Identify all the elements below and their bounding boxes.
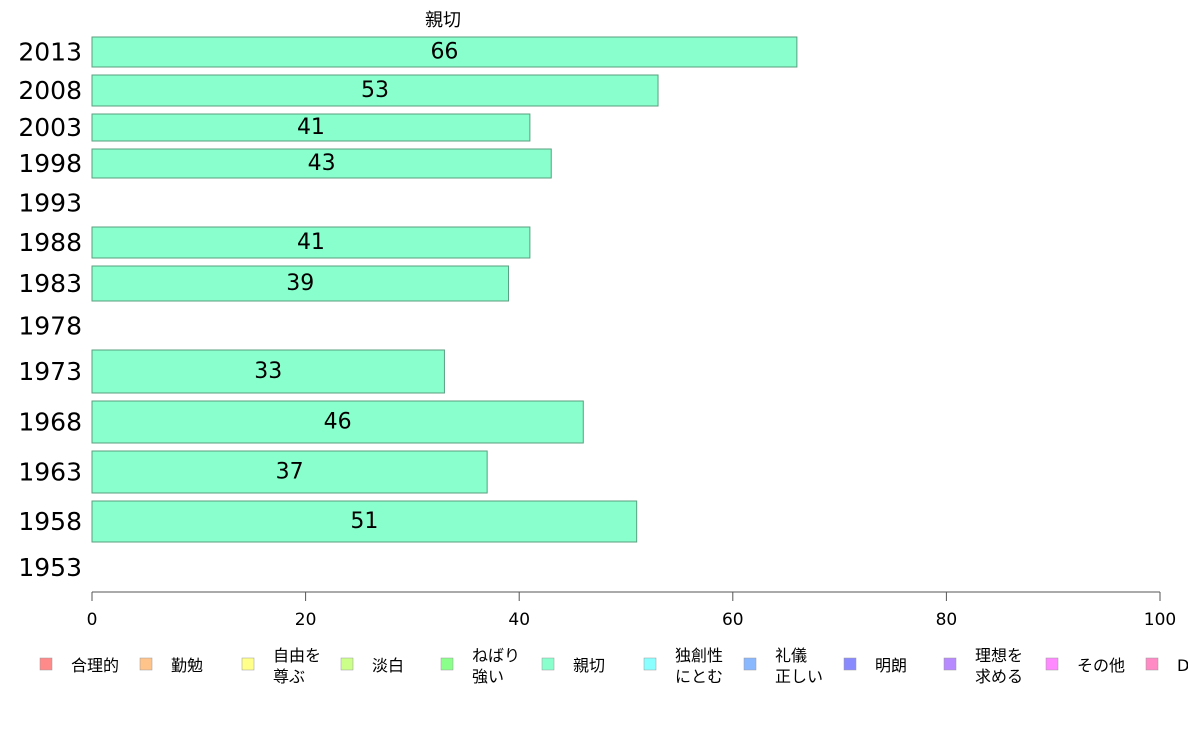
legend-label: 自由を — [273, 646, 321, 665]
category-label: 1998 — [18, 149, 82, 178]
category-labels: 2013 2008 2003 1998 1993 1988 1983 1978 1973 1968… — [18, 38, 82, 583]
category-label: 1953 — [18, 553, 82, 582]
legend-label: 強い — [472, 667, 504, 686]
data-labels: 66 53 41 43 41 39 33 46 37 51 — [254, 40, 458, 535]
x-tick-label: 0 — [87, 610, 98, 630]
legend-label: 明朗 — [875, 656, 907, 675]
legend-swatch — [843, 657, 857, 671]
legend-label: 勤勉 — [171, 656, 203, 675]
data-label: 39 — [286, 271, 314, 296]
category-label: 1958 — [18, 507, 82, 536]
data-label: 46 — [324, 410, 352, 435]
bar — [91, 113, 531, 142]
data-label: 41 — [297, 115, 325, 140]
x-tick-label: 20 — [295, 610, 317, 630]
legend-label: 礼儀 — [775, 646, 807, 665]
legend-swatch — [440, 657, 454, 671]
bar — [91, 226, 531, 259]
legend-swatch — [541, 657, 555, 671]
bar — [91, 450, 488, 494]
data-label: 33 — [254, 359, 282, 384]
legend-swatch — [643, 657, 657, 671]
data-label: 41 — [297, 230, 325, 255]
data-label: 43 — [308, 151, 336, 176]
legend-swatch — [943, 657, 957, 671]
legend-label: 正しい — [775, 667, 823, 686]
legend-label: 理想を — [975, 646, 1023, 665]
chart-title: 親切 — [425, 10, 461, 31]
category-label: 2008 — [18, 76, 82, 105]
category-label: 1963 — [18, 458, 82, 487]
legend-swatch — [743, 657, 757, 671]
legend-label: 尊ぶ — [273, 667, 305, 686]
data-label: 66 — [430, 40, 458, 65]
category-label: 2013 — [18, 38, 82, 67]
legend-label: 淡白 — [372, 656, 404, 675]
legend-swatch — [340, 657, 354, 671]
x-tick-label: 100 — [1144, 610, 1176, 630]
bar — [91, 148, 552, 179]
legend-swatch — [1145, 657, 1159, 671]
x-tick-label: 80 — [936, 610, 958, 630]
bar — [91, 265, 510, 302]
legend-swatch — [39, 657, 53, 671]
legend-label: ねばり — [472, 646, 520, 665]
category-label: 1983 — [18, 269, 82, 298]
legend-label: D — [1177, 656, 1188, 675]
bar — [91, 36, 798, 68]
category-label: 1973 — [18, 357, 82, 386]
category-label: 1993 — [18, 189, 82, 218]
legend-label: その他 — [1077, 656, 1125, 675]
legend-swatch — [1045, 657, 1059, 671]
bar — [91, 349, 445, 394]
data-label: 51 — [350, 509, 378, 534]
category-label: 2003 — [18, 113, 82, 142]
x-tick-label: 60 — [722, 610, 744, 630]
category-label: 1968 — [18, 408, 82, 437]
category-label: 1978 — [18, 312, 82, 341]
bar — [91, 74, 659, 107]
x-axis: 0 20 40 60 80 100 — [87, 591, 1176, 630]
category-label: 1988 — [18, 228, 82, 257]
legend-label: にとむ — [675, 667, 723, 686]
legend-label: 親切 — [573, 656, 605, 675]
bar — [91, 500, 638, 543]
legend-label: 独創性 — [675, 646, 723, 665]
legend-swatch — [241, 657, 255, 671]
legend-swatch — [139, 657, 153, 671]
data-label: 37 — [276, 460, 304, 485]
bar — [91, 400, 584, 444]
data-label: 53 — [361, 78, 389, 103]
legend-label: 合理的 — [71, 656, 119, 675]
x-tick-label: 40 — [508, 610, 530, 630]
bars — [91, 36, 798, 543]
legend-label: 求める — [975, 667, 1023, 686]
